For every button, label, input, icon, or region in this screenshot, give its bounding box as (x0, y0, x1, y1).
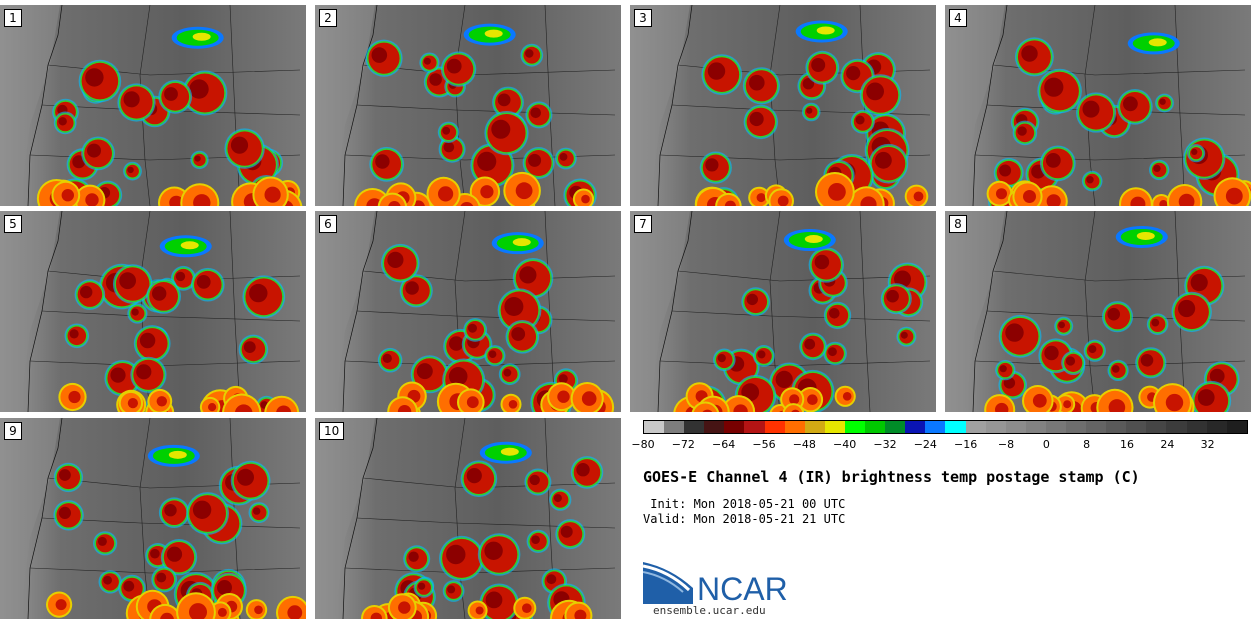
satellite-ir-map (315, 418, 621, 619)
colorbar-segment (885, 421, 906, 433)
colorbar-segment (644, 421, 665, 433)
satellite-ir-map (630, 211, 936, 412)
colorbar-tick-label: −8 (997, 438, 1015, 451)
satellite-ir-map (945, 5, 1251, 206)
map-panel-10: 10 (315, 418, 621, 619)
satellite-ir-map (0, 5, 306, 206)
colorbar-ticks: −80 −72 −64 −56 −48 −40 −32 −24 −16 −8 0 8 16 24 32 (631, 438, 1248, 454)
colorbar-tick-label: −16 (954, 438, 978, 451)
panel-number: 4 (949, 9, 967, 27)
colorbar-segment (764, 421, 785, 433)
panel-number: 6 (319, 215, 337, 233)
colorbar-segment (1206, 421, 1227, 433)
colorbar-segment (1166, 421, 1187, 433)
satellite-ir-map (315, 211, 621, 412)
colorbar-segment (724, 421, 745, 433)
colorbar-segment (1065, 421, 1087, 433)
colorbar-segment (1186, 421, 1207, 433)
svg-text:NCAR: NCAR (697, 571, 788, 604)
map-panel-4: 4 (945, 5, 1251, 206)
colorbar-segment (1106, 421, 1127, 433)
colorbar-segment (945, 421, 966, 433)
colorbar-tick-label: −56 (752, 438, 776, 451)
panel-number: 7 (634, 215, 652, 233)
colorbar-tick-label: −80 (631, 438, 655, 451)
satellite-ir-map (315, 5, 621, 206)
colorbar-segment (664, 421, 685, 433)
satellite-ir-map (945, 211, 1251, 412)
colorbar-segment (865, 421, 886, 433)
colorbar-tick-label: −24 (913, 438, 937, 451)
colorbar-segment (1226, 421, 1247, 433)
satellite-ir-map (630, 5, 936, 206)
panel-number: 9 (4, 422, 22, 440)
panel-number: 10 (319, 422, 345, 440)
valid-time: Valid: Mon 2018-05-21 21 UTC (643, 512, 846, 526)
colorbar-tick-label: −48 (792, 438, 816, 451)
colorbar-segment (1126, 421, 1147, 433)
colorbar-segment (1086, 421, 1107, 433)
colorbar-tick-label: 32 (1200, 438, 1215, 451)
colorbar-segment (905, 421, 926, 433)
colorbar (643, 420, 1248, 434)
logo-url: ensemble.ucar.edu (653, 604, 766, 617)
colorbar-segment (804, 421, 825, 433)
colorbar-tick-label: −32 (873, 438, 897, 451)
map-panel-2: 2 (315, 5, 621, 206)
colorbar-tick-label: −40 (833, 438, 857, 451)
colorbar-tick-label: −64 (712, 438, 736, 451)
panel-number: 5 (4, 215, 22, 233)
satellite-ir-map (0, 418, 306, 619)
colorbar-segment (1045, 421, 1066, 433)
colorbar-tick-label: 24 (1160, 438, 1175, 451)
panel-number: 8 (949, 215, 967, 233)
colorbar-tick-label: 0 (1042, 438, 1050, 451)
colorbar-segment (784, 421, 805, 433)
map-panel-7: 7 (630, 211, 936, 412)
init-time: Init: Mon 2018-05-21 00 UTC (643, 497, 846, 511)
map-panel-1: 1 (0, 5, 306, 206)
colorbar-segment (1025, 421, 1046, 433)
colorbar-segment (985, 421, 1006, 433)
colorbar-tick-label: 8 (1083, 438, 1091, 451)
map-panel-5: 5 (0, 211, 306, 412)
colorbar-segment (704, 421, 725, 433)
colorbar-tick-label: −72 (671, 438, 695, 451)
colorbar-segment (844, 421, 866, 433)
map-panel-6: 6 (315, 211, 621, 412)
colorbar-segment (684, 421, 705, 433)
colorbar-segment (1005, 421, 1026, 433)
map-panel-3: 3 (630, 5, 936, 206)
colorbar-tick-label: 16 (1120, 438, 1134, 451)
map-panel-9: 9 (0, 418, 306, 619)
figure-title: GOES-E Channel 4 (IR) brightness temp po… (643, 468, 1140, 486)
colorbar-segment (744, 421, 765, 433)
panel-number: 1 (4, 9, 22, 27)
colorbar-segment (965, 421, 986, 433)
colorbar-segment (925, 421, 946, 433)
map-panel-8: 8 (945, 211, 1251, 412)
colorbar-segment (824, 421, 845, 433)
panel-number: 3 (634, 9, 652, 27)
satellite-ir-map (0, 211, 306, 412)
colorbar-segment (1146, 421, 1167, 433)
panel-number: 2 (319, 9, 337, 27)
ncar-logo: NCAR (642, 562, 793, 607)
